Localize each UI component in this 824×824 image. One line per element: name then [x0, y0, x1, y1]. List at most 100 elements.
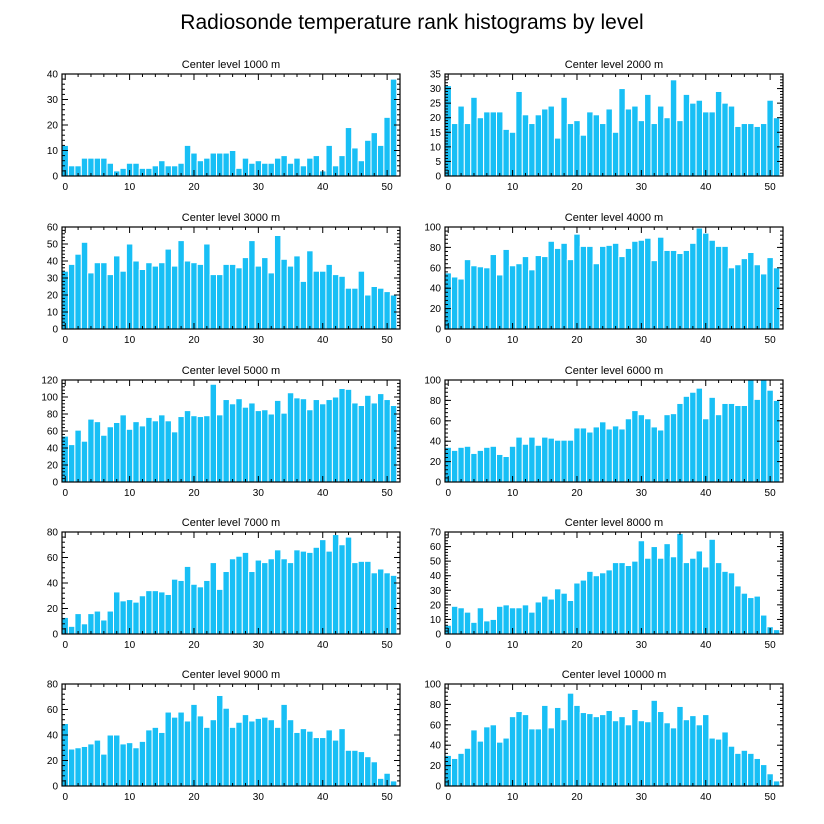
histogram-bar: [669, 556, 678, 635]
histogram-bar: [319, 270, 327, 330]
histogram-bar: [534, 114, 543, 177]
histogram-bar: [351, 147, 359, 177]
x-tick-label: 40: [317, 792, 329, 803]
histogram-bar: [444, 85, 452, 177]
histogram-bar: [93, 421, 102, 483]
histogram-bar: [113, 255, 121, 330]
histogram-bar: [100, 262, 108, 330]
histogram-bar: [489, 445, 498, 483]
y-tick-label: 0: [435, 630, 441, 641]
histogram-bar: [740, 749, 749, 787]
histogram-panel-5: Center level 5000 m 0 10 20 30 40 50 0 20 40 60 80 1…: [41, 365, 401, 499]
histogram-bar: [753, 595, 761, 635]
histogram-bar: [132, 421, 140, 483]
histogram-bar: [637, 414, 646, 483]
histogram-bar: [280, 155, 288, 177]
histogram-bar: [618, 256, 626, 330]
histogram-bar: [325, 263, 333, 330]
histogram-panels: Center level 1000 m0 10 20 30 40 50010203040C…: [41, 59, 784, 803]
histogram-bar: [389, 780, 398, 787]
histogram-bar: [351, 402, 359, 483]
histogram-bar: [209, 719, 218, 787]
y-tick-label: 70: [430, 528, 442, 539]
histogram-bar: [273, 726, 282, 787]
histogram-bar: [747, 123, 755, 177]
histogram-bar: [61, 723, 69, 787]
histogram-bar: [470, 729, 478, 787]
histogram-bar: [573, 427, 581, 483]
histogram-bar: [450, 276, 459, 330]
histogram-bar: [541, 436, 549, 483]
histogram-bar: [637, 540, 646, 635]
histogram-bar: [637, 239, 646, 330]
histogram-bar: [566, 692, 575, 787]
histogram-bar: [611, 425, 620, 483]
histogram-bar: [228, 263, 237, 330]
histogram-bar: [286, 392, 295, 483]
histogram-bar: [747, 252, 755, 330]
histogram-bar: [682, 249, 691, 330]
histogram-bar: [286, 719, 295, 787]
x-tick-label: 30: [253, 335, 265, 346]
histogram-bar: [145, 590, 153, 635]
histogram-bar: [177, 416, 185, 483]
histogram-bar: [338, 388, 346, 483]
y-tick-label: 80: [430, 243, 442, 254]
y-tick-label: 30: [47, 274, 59, 285]
panel-title: Center level 1000 m: [182, 59, 280, 71]
histogram-bar: [67, 748, 76, 787]
histogram-bar: [663, 249, 671, 330]
histogram-bar: [586, 570, 594, 635]
histogram-bar: [183, 720, 192, 787]
histogram-bar: [521, 604, 530, 635]
x-tick-label: 40: [700, 335, 712, 346]
histogram-bar: [592, 263, 601, 330]
y-tick-label: 50: [47, 240, 59, 251]
y-tick-label: 80: [430, 700, 442, 711]
histogram-bar: [376, 568, 385, 635]
y-tick-label: 30: [430, 84, 442, 95]
histogram-bar: [344, 388, 353, 483]
histogram-bar: [663, 722, 671, 787]
plot-frame: [444, 683, 784, 787]
histogram-bar: [170, 265, 179, 330]
x-tick-label: 50: [382, 792, 394, 803]
histogram-bar: [656, 557, 665, 635]
histogram-bar: [541, 256, 549, 330]
histogram-bar: [676, 402, 684, 483]
histogram-bar: [177, 711, 185, 787]
histogram-bar: [306, 409, 314, 483]
histogram-bar: [727, 745, 736, 787]
histogram-bar: [216, 152, 224, 177]
x-tick-label: 10: [124, 335, 136, 346]
histogram-bar: [74, 253, 82, 330]
histogram-bar: [502, 737, 510, 787]
histogram-bar: [338, 155, 346, 177]
histogram-bar: [370, 761, 378, 787]
y-tick-label: 0: [435, 478, 441, 489]
y-tick-label: 20: [430, 600, 442, 611]
histogram-bar: [267, 719, 275, 787]
histogram-bar: [351, 749, 359, 787]
y-tick-label: 10: [430, 142, 442, 153]
histogram-bar: [599, 421, 607, 483]
histogram-bar: [656, 236, 665, 330]
y-tick-label: 100: [424, 376, 441, 387]
histogram-bar: [618, 716, 626, 787]
histogram-bar: [74, 747, 82, 787]
histogram-bar: [248, 162, 256, 177]
x-tick-label: 50: [765, 488, 777, 499]
histogram-bar: [727, 572, 736, 635]
y-tick-label: 10: [47, 146, 59, 157]
histogram-bar: [80, 440, 89, 483]
histogram-bar: [682, 719, 691, 787]
histogram-bar: [547, 727, 555, 787]
y-tick-label: 0: [52, 630, 58, 641]
plot-frame: [444, 226, 784, 330]
histogram-bar: [560, 719, 568, 787]
histogram-bar: [644, 237, 652, 330]
histogram-bar: [579, 245, 588, 330]
histogram-bar: [547, 240, 555, 330]
histogram-bar: [573, 120, 581, 177]
x-tick-label: 40: [700, 792, 712, 803]
